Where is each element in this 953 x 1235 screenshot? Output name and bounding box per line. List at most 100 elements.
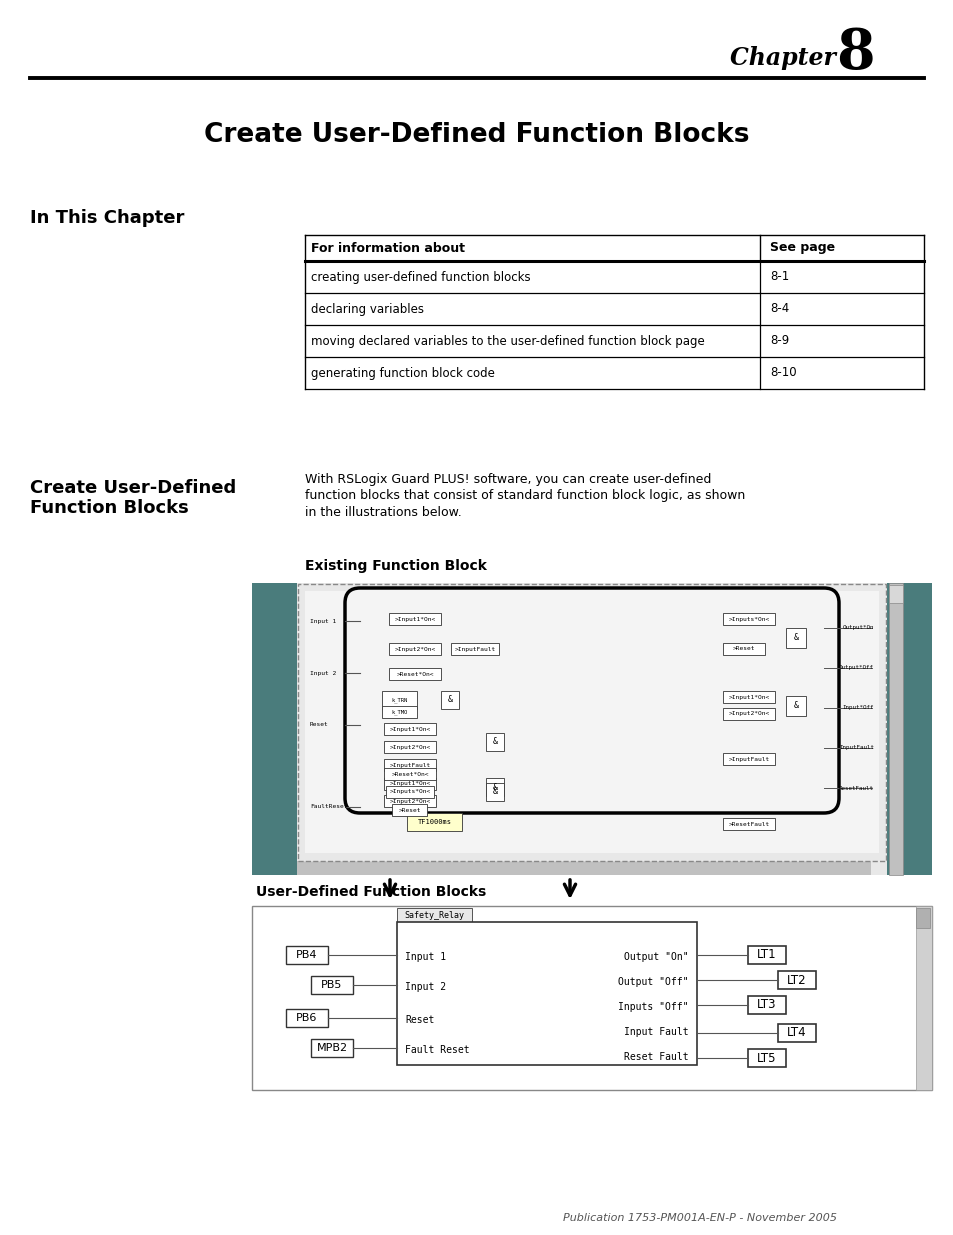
Text: Output*On: Output*On (841, 625, 873, 631)
Bar (888, 585, 902, 603)
Text: >Input1*On<: >Input1*On< (389, 726, 430, 731)
Text: For information about: For information about (311, 242, 464, 254)
Text: &: & (492, 783, 497, 792)
Text: &: & (447, 695, 452, 704)
Bar (382, 706, 417, 718)
Bar (384, 741, 436, 753)
Bar (389, 643, 440, 655)
Text: k_TRN: k_TRN (392, 698, 408, 703)
Bar (915, 906, 931, 1091)
Text: User-Defined Function Blocks: User-Defined Function Blocks (255, 885, 486, 899)
Text: >InputFault: >InputFault (454, 646, 496, 652)
Text: >Input2*On<: >Input2*On< (394, 646, 436, 652)
Text: creating user-defined function blocks: creating user-defined function blocks (311, 270, 530, 284)
Bar (778, 1024, 815, 1042)
Text: 8-4: 8-4 (769, 303, 788, 315)
Text: >Input1*On<: >Input1*On< (727, 694, 769, 699)
Bar (722, 708, 774, 720)
Bar (888, 583, 902, 876)
Bar (296, 583, 886, 876)
Text: InputFault: InputFault (838, 746, 873, 751)
Text: 8-10: 8-10 (769, 367, 796, 379)
Text: See page: See page (769, 242, 834, 254)
FancyBboxPatch shape (345, 588, 838, 813)
Text: LT1: LT1 (757, 948, 776, 962)
Bar (396, 908, 472, 923)
Text: MPB2: MPB2 (316, 1044, 347, 1053)
Text: Reset: Reset (310, 722, 329, 727)
Text: FaultReset: FaultReset (310, 804, 347, 809)
Bar (305, 592, 878, 853)
Text: Publication 1753-PM001A-EN-P - November 2005: Publication 1753-PM001A-EN-P - November … (562, 1213, 836, 1223)
Bar (286, 1009, 328, 1028)
Text: &: & (492, 788, 497, 797)
Text: PB6: PB6 (296, 1013, 317, 1023)
FancyBboxPatch shape (297, 584, 885, 861)
Bar (778, 971, 815, 989)
Text: in the illustrations below.: in the illustrations below. (305, 505, 461, 519)
Text: Fault Reset: Fault Reset (405, 1045, 469, 1055)
Bar (886, 583, 931, 876)
Text: 8-9: 8-9 (769, 335, 788, 347)
Text: >InputFault: >InputFault (727, 757, 769, 762)
Text: Inputs "Off": Inputs "Off" (618, 1002, 688, 1011)
Bar (384, 795, 436, 806)
Text: Input Fault: Input Fault (623, 1028, 688, 1037)
Bar (384, 722, 436, 735)
Text: 8-1: 8-1 (769, 270, 788, 284)
Bar (722, 613, 774, 625)
Bar (389, 668, 440, 680)
Bar (396, 923, 697, 1065)
Text: PB4: PB4 (296, 950, 317, 960)
Bar (485, 778, 503, 797)
Text: Output "On": Output "On" (623, 952, 688, 962)
Text: LT2: LT2 (786, 973, 806, 987)
Bar (407, 813, 462, 831)
Bar (386, 785, 434, 798)
Bar (286, 946, 328, 965)
Bar (296, 861, 870, 876)
Text: >Inputs*On<: >Inputs*On< (727, 616, 769, 621)
Text: Reset Fault: Reset Fault (623, 1052, 688, 1062)
Text: Input 1: Input 1 (310, 619, 335, 624)
Text: Chapter: Chapter (729, 46, 843, 70)
Text: Create User-Defined: Create User-Defined (30, 479, 236, 496)
Text: >Input2*On<: >Input2*On< (727, 711, 769, 716)
Bar (722, 753, 774, 764)
Text: Create User-Defined Function Blocks: Create User-Defined Function Blocks (204, 122, 749, 148)
Bar (252, 906, 931, 1091)
Text: Input*Off: Input*Off (841, 705, 873, 710)
Bar (915, 908, 929, 927)
Bar (440, 692, 458, 709)
Text: >Reset*On<: >Reset*On< (391, 772, 428, 777)
Text: LT3: LT3 (757, 999, 776, 1011)
Text: &: & (793, 701, 798, 710)
Bar (384, 760, 436, 771)
Text: Input 2: Input 2 (405, 982, 446, 992)
Text: moving declared variables to the user-defined function block page: moving declared variables to the user-de… (311, 335, 704, 347)
Text: Safety_Relay: Safety_Relay (404, 910, 464, 920)
Text: >Input2*On<: >Input2*On< (389, 745, 430, 750)
Text: >ResetFault: >ResetFault (727, 821, 769, 826)
Text: &: & (492, 737, 497, 746)
Bar (747, 1049, 785, 1067)
Bar (747, 995, 785, 1014)
Text: In This Chapter: In This Chapter (30, 209, 184, 227)
Text: ResetFault: ResetFault (838, 785, 873, 790)
Bar (389, 613, 440, 625)
Bar (722, 692, 774, 703)
Bar (722, 643, 764, 655)
Bar (485, 783, 503, 802)
Text: function blocks that consist of standard function block logic, as shown: function blocks that consist of standard… (305, 489, 744, 503)
Text: Reset: Reset (405, 1015, 434, 1025)
Text: LT4: LT4 (786, 1026, 806, 1040)
Text: 8: 8 (835, 26, 874, 80)
Bar (747, 946, 785, 965)
Text: >Input1*On<: >Input1*On< (389, 782, 430, 787)
Text: >Reset: >Reset (732, 646, 755, 652)
Text: >Inputs*On<: >Inputs*On< (389, 789, 430, 794)
Text: Function Blocks: Function Blocks (30, 499, 189, 517)
Text: Output*Off: Output*Off (838, 666, 873, 671)
Bar (311, 976, 353, 994)
Bar (785, 629, 805, 648)
